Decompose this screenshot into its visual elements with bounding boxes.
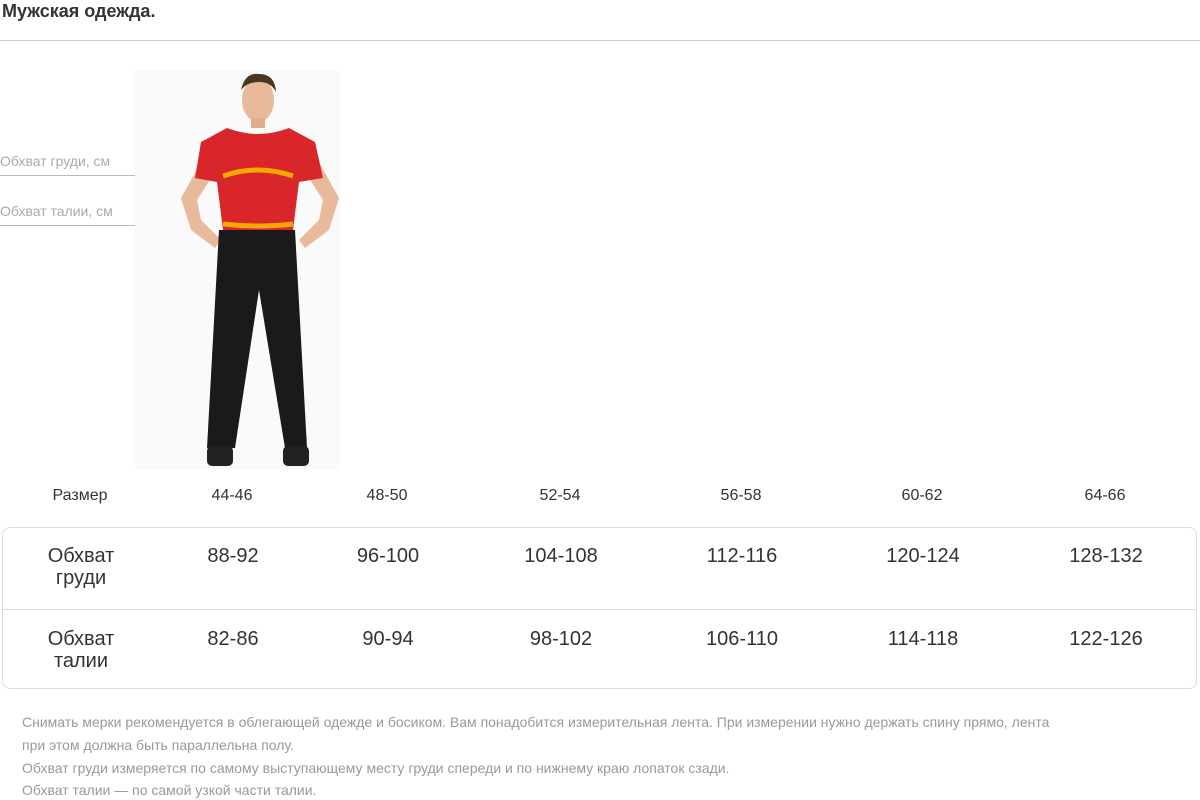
size-header-label: Размер	[52, 487, 108, 504]
row-label-line: Обхват	[47, 628, 115, 650]
table-cell: 90-94	[362, 628, 414, 650]
row-divider	[3, 609, 1196, 610]
table-cell: 114-118	[887, 628, 959, 650]
table-cell: 106-110	[706, 628, 778, 650]
note-text: Снимать мерки рекомендуется в облегающей…	[22, 714, 1050, 730]
table-cell: 112-116	[706, 545, 778, 567]
table-cell: 98-102	[529, 628, 593, 650]
table-cell: 128-132	[1069, 545, 1143, 567]
table-cell: 122-126	[1069, 628, 1143, 650]
table-cell: 82-86	[207, 628, 259, 650]
size-col-header: 64-66	[1084, 487, 1126, 504]
size-col-header: 48-50	[366, 487, 408, 504]
table-cell: 88-92	[207, 545, 259, 567]
page-title: Мужская одежда.	[2, 1, 156, 21]
row-label-line: груди	[55, 567, 107, 589]
model-figure	[135, 70, 340, 470]
chest-tape	[222, 167, 294, 179]
divider	[0, 40, 1200, 41]
row-label-line: Обхват	[47, 545, 115, 567]
row-label-line: талии	[53, 650, 109, 672]
row-label: Обхват груди	[48, 545, 115, 589]
size-col-header: 44-46	[211, 487, 253, 504]
size-col-header: 52-54	[539, 487, 581, 504]
row-label: Обхват талии	[48, 628, 115, 672]
size-col-header: 60-62	[901, 487, 943, 504]
waist-tape	[222, 221, 294, 229]
table-cell: 120-124	[886, 545, 960, 567]
note-text: Обхват груди измеряется по самому выступ…	[22, 760, 730, 776]
waist-measure-label: Обхват талии, см	[0, 203, 173, 226]
size-col-header: 56-58	[720, 487, 762, 504]
size-table: Обхват груди 88-92 96-100 104-108 112-11…	[2, 527, 1197, 689]
table-cell: 96-100	[356, 545, 420, 567]
chest-measure-label: Обхват груди, см	[0, 153, 173, 176]
note-text: при этом должна быть параллельна полу.	[22, 737, 294, 753]
note-text: Обхват талии — по самой узкой части тали…	[22, 782, 317, 798]
table-cell: 104-108	[524, 545, 598, 567]
